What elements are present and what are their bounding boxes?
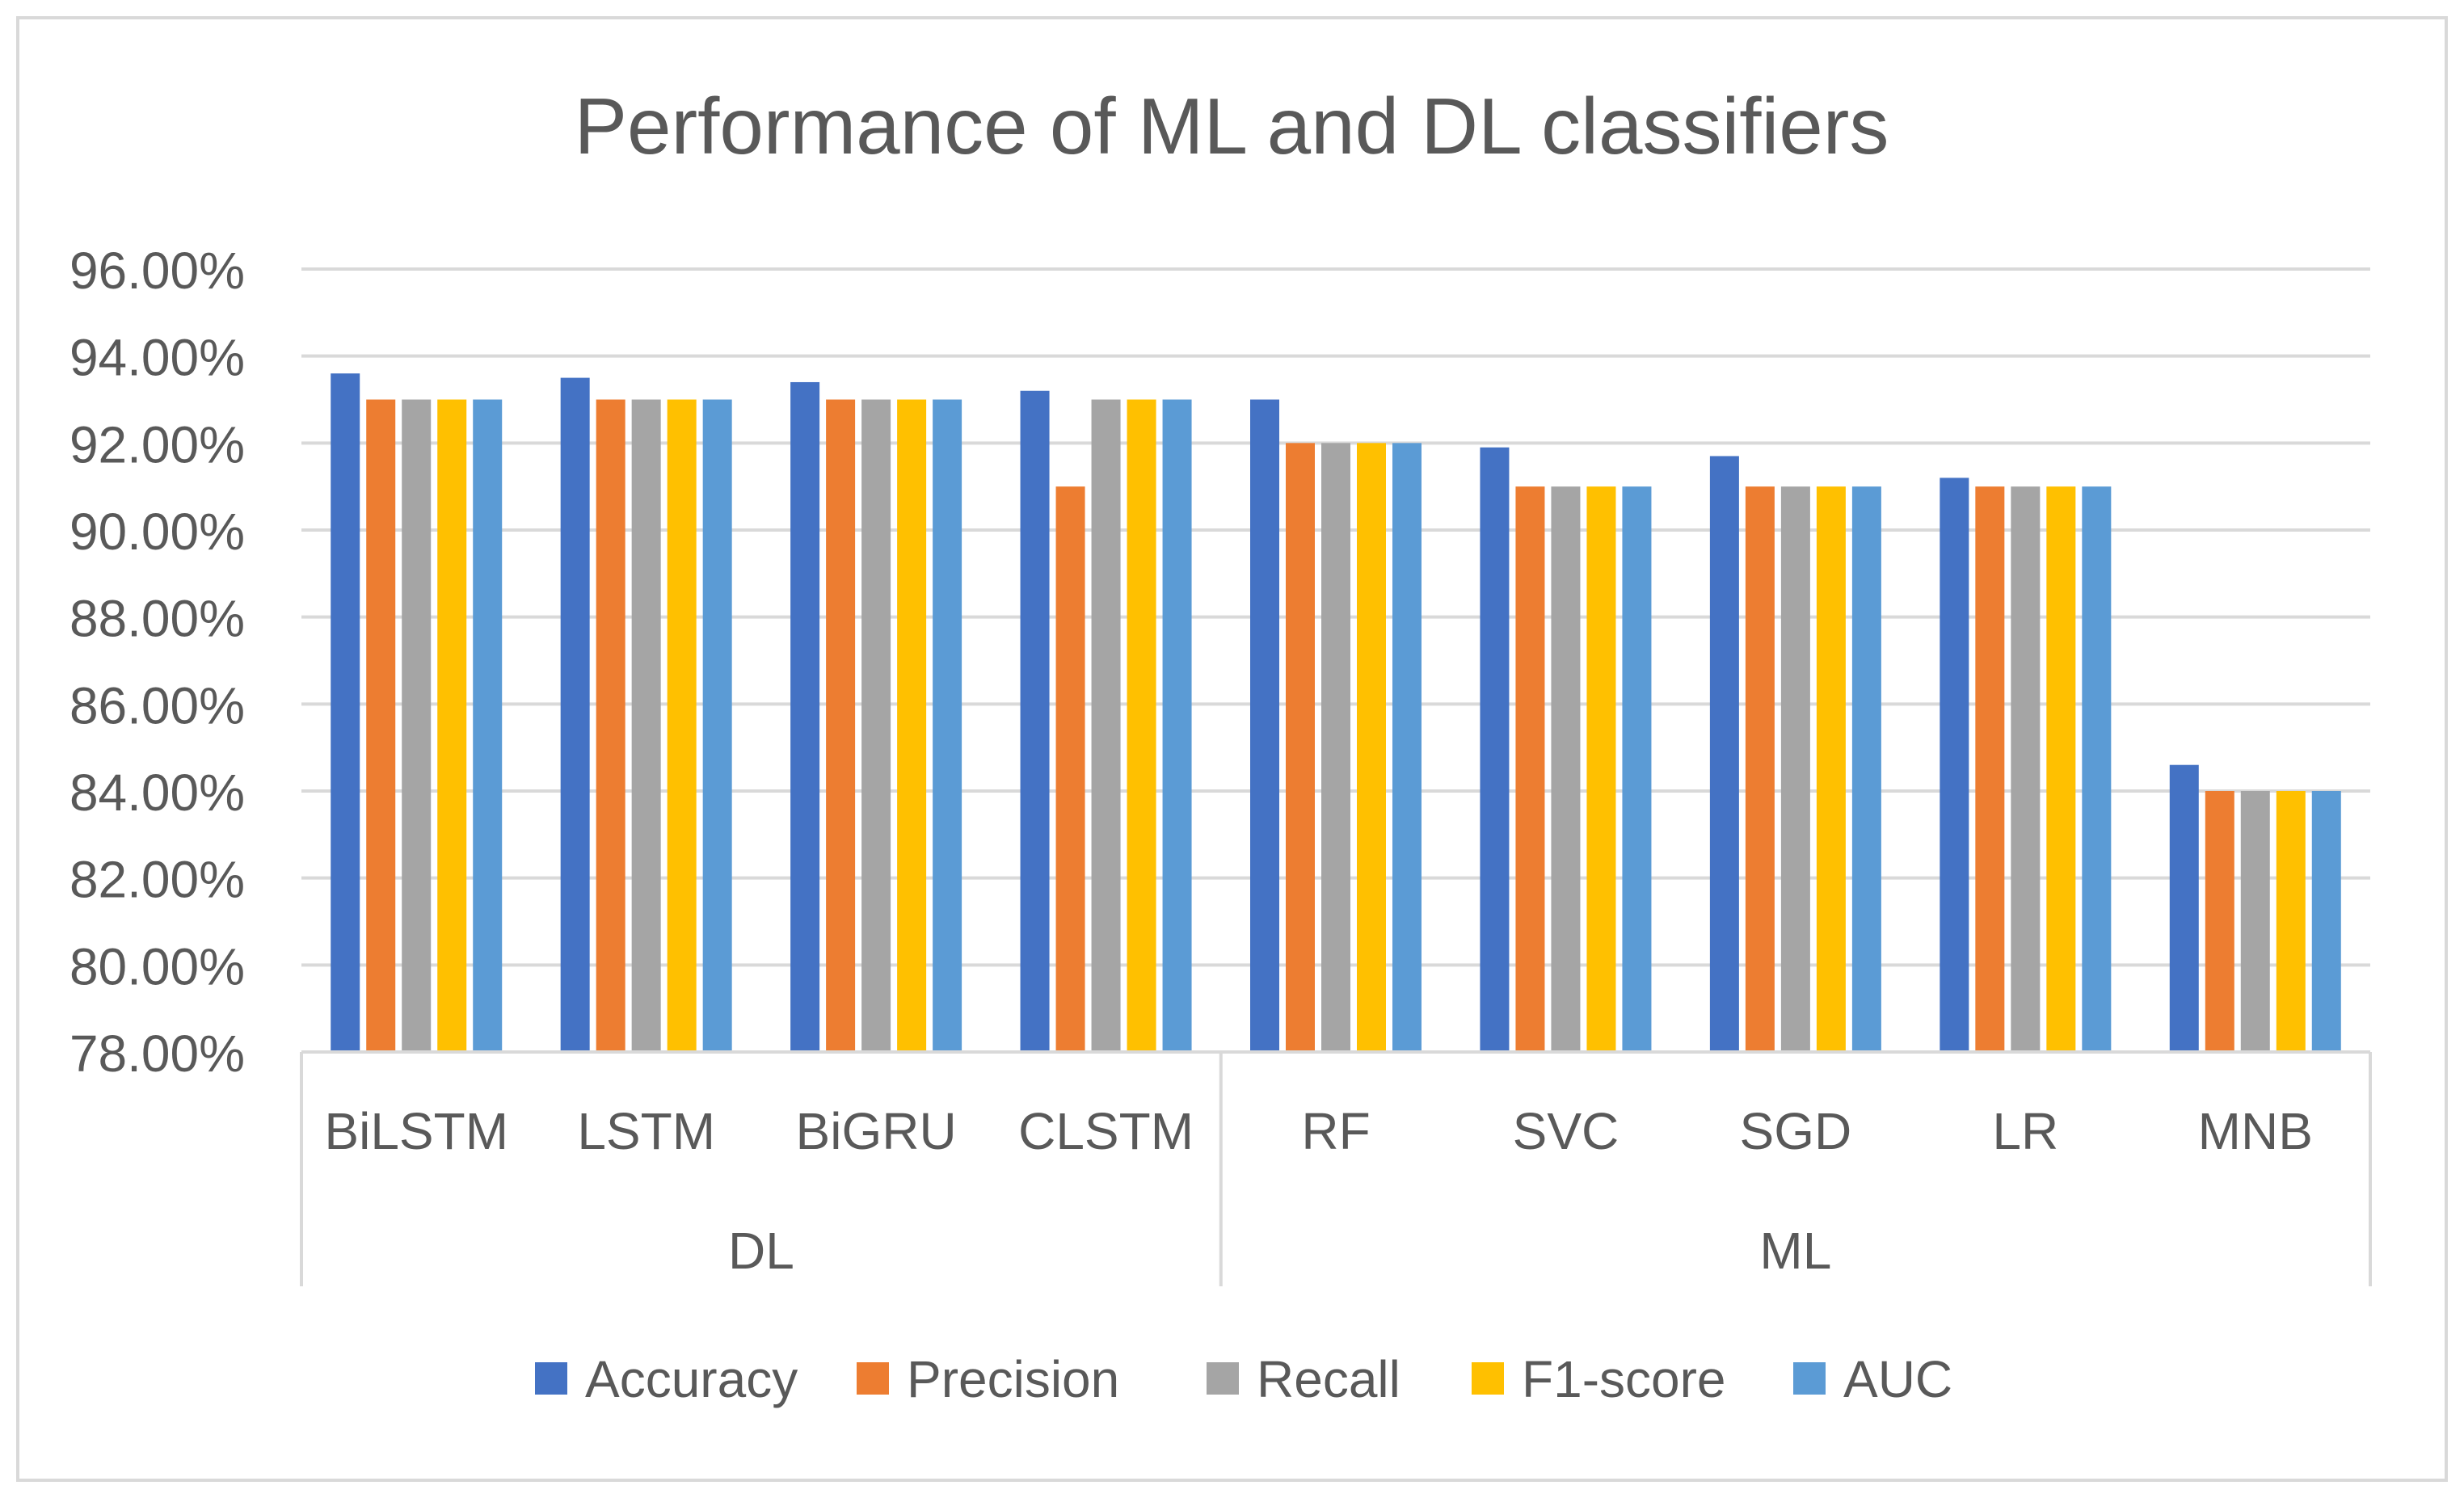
x-axis: BiLSTM LSTM BiGRU CLSTM RF SVC SGD LR MNB DL ML: [300, 1050, 2372, 1286]
bar: [1780, 486, 1810, 1052]
bar: [596, 399, 625, 1052]
bars: [331, 373, 2341, 1052]
bar: [1709, 456, 1739, 1052]
legend-swatch: [857, 1362, 889, 1395]
bar: [2046, 486, 2076, 1052]
y-axis: 78.00% 80.00% 82.00% 84.00% 86.00% 88.00% 90.0…: [69, 242, 245, 1083]
bar: [2205, 791, 2234, 1052]
legend-swatch: [1472, 1362, 1504, 1395]
bar: [2276, 791, 2306, 1052]
bar: [933, 399, 962, 1052]
bar: [631, 399, 661, 1052]
bar: [2011, 486, 2041, 1052]
bar: [366, 399, 396, 1052]
legend-label: Recall: [1257, 1350, 1400, 1408]
legend-item: Precision: [857, 1350, 1119, 1408]
bar: [437, 399, 467, 1052]
x-tick-label: MNB: [2198, 1102, 2313, 1160]
y-tick-label: 78.00%: [69, 1025, 245, 1083]
bar: [1127, 399, 1156, 1052]
bar: [1091, 399, 1121, 1052]
legend-label: Precision: [907, 1350, 1119, 1408]
legend-label: Accuracy: [585, 1350, 798, 1408]
bar: [790, 381, 820, 1052]
x-tick-label: CLSTM: [1018, 1102, 1194, 1160]
bar: [2169, 764, 2199, 1052]
bar: [702, 399, 732, 1052]
bar: [1055, 486, 1085, 1052]
y-tick-label: 92.00%: [69, 415, 245, 473]
bar: [1851, 486, 1881, 1052]
legend-item: Recall: [1207, 1350, 1400, 1408]
y-tick-label: 86.00%: [69, 676, 245, 734]
y-tick-label: 90.00%: [69, 503, 245, 561]
legend-item: AUC: [1793, 1350, 1952, 1408]
x-tick-label: LR: [1992, 1102, 2058, 1160]
group-label: ML: [1759, 1222, 1831, 1280]
bar: [1551, 486, 1581, 1052]
y-tick-label: 80.00%: [69, 937, 245, 995]
legend-swatch: [1793, 1362, 1826, 1395]
bar: [2240, 791, 2270, 1052]
legend-label: AUC: [1843, 1350, 1952, 1408]
x-tick-label: LSTM: [577, 1102, 715, 1160]
x-tick-label: SVC: [1513, 1102, 1620, 1160]
bar: [1745, 486, 1775, 1052]
x-tick-label: SGD: [1740, 1102, 1852, 1160]
legend-swatch: [535, 1362, 567, 1395]
bar: [861, 399, 891, 1052]
bar: [1020, 390, 1050, 1052]
bar: [826, 399, 856, 1052]
x-tick-label: BiGRU: [796, 1102, 957, 1160]
bar: [1286, 443, 1315, 1052]
bar: [402, 399, 432, 1052]
bar: [2311, 791, 2341, 1052]
chart-title: Performance of ML and DL classifiers: [575, 82, 1889, 170]
legend-item: Accuracy: [535, 1350, 798, 1408]
bar: [1321, 443, 1350, 1052]
group-label: DL: [728, 1222, 794, 1280]
legend-item: F1-score: [1472, 1350, 1726, 1408]
bar: [1392, 443, 1422, 1052]
bar: [897, 399, 927, 1052]
legend-swatch: [1207, 1362, 1239, 1395]
bar: [1250, 399, 1279, 1052]
bar: [2082, 486, 2112, 1052]
bar: [1622, 486, 1652, 1052]
bar: [1940, 478, 1969, 1052]
bar: [473, 399, 503, 1052]
y-tick-label: 88.00%: [69, 590, 245, 648]
bar: [1586, 486, 1616, 1052]
y-tick-label: 96.00%: [69, 242, 245, 300]
x-tick-label: RF: [1301, 1102, 1370, 1160]
x-tick-label: BiLSTM: [324, 1102, 508, 1160]
bar: [1975, 486, 2005, 1052]
bar: [1480, 447, 1510, 1052]
bar: [1515, 486, 1545, 1052]
y-tick-label: 84.00%: [69, 764, 245, 822]
legend: Accuracy Precision Recall F1-score AUC: [535, 1350, 1952, 1408]
legend-label: F1-score: [1522, 1350, 1726, 1408]
y-tick-label: 82.00%: [69, 851, 245, 909]
bar: [560, 377, 590, 1052]
bar: [331, 373, 360, 1052]
bar: [667, 399, 697, 1052]
y-tick-label: 94.00%: [69, 329, 245, 387]
bar: [1162, 399, 1192, 1052]
bar: [1357, 443, 1386, 1052]
bar: [1816, 486, 1846, 1052]
